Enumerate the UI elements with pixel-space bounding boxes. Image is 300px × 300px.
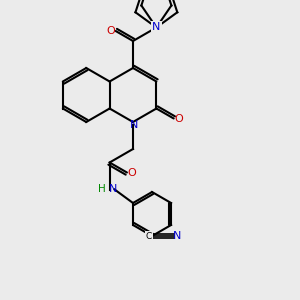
- Text: N: N: [152, 22, 160, 32]
- Text: N: N: [108, 184, 117, 194]
- Text: O: O: [128, 167, 136, 178]
- Text: O: O: [174, 113, 183, 124]
- Text: H: H: [98, 184, 106, 194]
- Text: C: C: [146, 232, 152, 241]
- Text: O: O: [106, 26, 115, 36]
- Text: N: N: [130, 120, 138, 130]
- Text: N: N: [173, 231, 181, 241]
